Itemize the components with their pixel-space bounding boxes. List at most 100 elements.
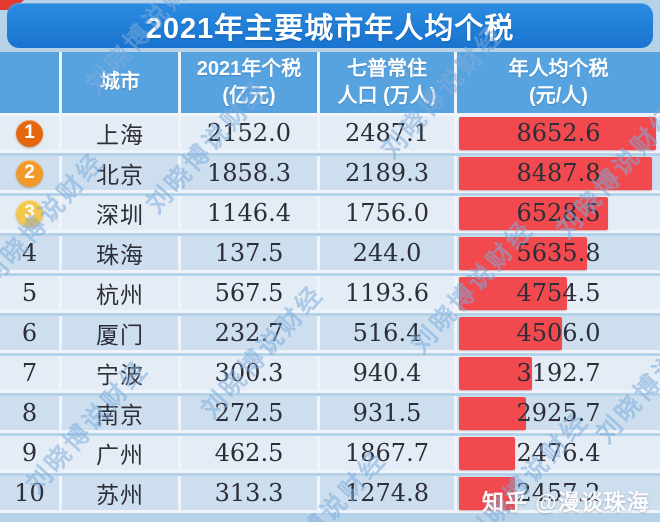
rank-cell: 3 (0, 196, 62, 233)
population-cell: 940.4 (320, 356, 457, 393)
population-cell: 2189.3 (320, 156, 457, 193)
tax-cell: 2152.0 (181, 116, 320, 153)
city-cell: 北京 (62, 156, 181, 193)
per-capita-value: 6528.5 (516, 199, 601, 227)
title-bar: 2021年主要城市年人均个税 (7, 3, 653, 48)
per-capita-value: 2457.2 (516, 479, 601, 507)
tax-cell: 137.5 (181, 236, 320, 273)
tax-cell: 462.5 (181, 436, 320, 473)
header-tax: 2021年个税 (亿元) (181, 52, 320, 113)
rank-badge-gold: 1 (16, 119, 43, 147)
per-capita-value: 8652.6 (516, 119, 601, 147)
per-capita-bar (459, 437, 516, 470)
header-per-capita-unit: (元/人) (529, 84, 588, 107)
city-cell: 杭州 (62, 276, 181, 313)
table-row: 2 北京 1858.3 2189.3 8487.8 (0, 156, 660, 196)
per-capita-bar (459, 197, 608, 230)
population-cell: 1756.0 (320, 196, 457, 233)
rank-badge-gold: 2 (16, 159, 43, 187)
tax-cell: 1146.4 (181, 196, 320, 233)
per-capita-bar (459, 117, 656, 150)
rank-cell: 7 (0, 356, 62, 393)
per-capita-value: 2476.4 (516, 439, 601, 467)
rank-cell: 1 (0, 116, 62, 153)
header-population-unit: 人口 (万人) (337, 84, 437, 107)
city-cell: 南京 (62, 396, 181, 433)
table-row: 5 杭州 567.5 1193.6 4754.5 (0, 276, 660, 316)
per-capita-bar (459, 237, 588, 270)
tax-cell: 272.5 (181, 396, 320, 433)
rank-badge-gold: 3 (16, 199, 43, 227)
per-capita-cell: 3192.7 (457, 356, 660, 393)
table-row: 6 厦门 232.7 516.4 4506.0 (0, 316, 660, 356)
per-capita-bar (459, 317, 562, 350)
rank-cell: 6 (0, 316, 62, 353)
population-cell: 931.5 (320, 396, 457, 433)
header-per-capita-label: 年人均个税 (508, 57, 609, 80)
tax-cell: 1858.3 (181, 156, 320, 193)
per-capita-cell: 8652.6 (457, 116, 660, 153)
rank-cell: 2 (0, 156, 62, 193)
population-cell: 244.0 (320, 236, 457, 273)
table-header-row: 城市 2021年个税 (亿元) 七普常住 人口 (万人) 年人均个税 (元/人) (0, 52, 660, 116)
population-cell: 1867.7 (320, 436, 457, 473)
per-capita-bar (459, 157, 653, 190)
tax-cell: 567.5 (181, 276, 320, 313)
per-capita-cell: 4754.5 (457, 276, 660, 313)
city-cell: 上海 (62, 116, 181, 153)
tax-cell: 232.7 (181, 316, 320, 353)
population-cell: 1193.6 (320, 276, 457, 313)
table-row: 9 广州 462.5 1867.7 2476.4 (0, 436, 660, 476)
city-cell: 宁波 (62, 356, 181, 393)
per-capita-value: 8487.8 (516, 159, 601, 187)
per-capita-bar (459, 477, 515, 510)
page-title: 2021年主要城市年人均个税 (145, 12, 515, 45)
city-cell: 广州 (62, 436, 181, 473)
per-capita-value: 4506.0 (516, 319, 601, 347)
per-capita-value: 2925.7 (516, 399, 601, 427)
city-cell: 珠海 (62, 236, 181, 273)
tax-cell: 313.3 (181, 476, 320, 513)
city-cell: 厦门 (62, 316, 181, 353)
city-cell: 苏州 (62, 476, 181, 513)
population-cell: 516.4 (320, 316, 457, 353)
tax-cell: 300.3 (181, 356, 320, 393)
rank-cell: 5 (0, 276, 62, 313)
header-rank (0, 52, 62, 113)
per-capita-cell: 2925.7 (457, 396, 660, 433)
per-capita-bar (459, 357, 532, 390)
header-per-capita: 年人均个税 (元/人) (457, 52, 660, 113)
per-capita-value: 5635.8 (516, 239, 601, 267)
per-capita-cell: 4506.0 (457, 316, 660, 353)
population-cell: 1274.8 (320, 476, 457, 513)
table-row: 1 上海 2152.0 2487.1 8652.6 (0, 116, 660, 156)
per-capita-bar (459, 277, 568, 310)
per-capita-cell: 5635.8 (457, 236, 660, 273)
header-tax-label: 2021年个税 (196, 57, 302, 80)
header-population-label: 七普常住 (347, 57, 427, 80)
population-cell: 2487.1 (320, 116, 457, 153)
per-capita-value: 3192.7 (516, 359, 601, 387)
table-row: 4 珠海 137.5 244.0 5635.8 (0, 236, 660, 276)
per-capita-value: 4754.5 (516, 279, 601, 307)
city-cell: 深圳 (62, 196, 181, 233)
table-row: 8 南京 272.5 931.5 2925.7 (0, 396, 660, 436)
table-row: 10 苏州 313.3 1274.8 2457.2 (0, 476, 660, 516)
rank-cell: 9 (0, 436, 62, 473)
per-capita-cell: 2457.2 (457, 476, 660, 513)
rank-cell: 10 (0, 476, 62, 513)
per-capita-cell: 2476.4 (457, 436, 660, 473)
header-population: 七普常住 人口 (万人) (320, 52, 457, 113)
per-capita-bar (459, 397, 526, 430)
per-capita-cell: 6528.5 (457, 196, 660, 233)
header-tax-unit: (亿元) (222, 84, 276, 107)
per-capita-cell: 8487.8 (457, 156, 660, 193)
table-row: 7 宁波 300.3 940.4 3192.7 (0, 356, 660, 396)
rank-cell: 8 (0, 396, 62, 433)
header-city: 城市 (62, 52, 181, 113)
rank-cell: 4 (0, 236, 62, 273)
table-row: 3 深圳 1146.4 1756.0 6528.5 (0, 196, 660, 236)
data-table: 城市 2021年个税 (亿元) 七普常住 人口 (万人) 年人均个税 (元/人)… (0, 52, 660, 516)
header-city-label: 城市 (100, 71, 140, 93)
